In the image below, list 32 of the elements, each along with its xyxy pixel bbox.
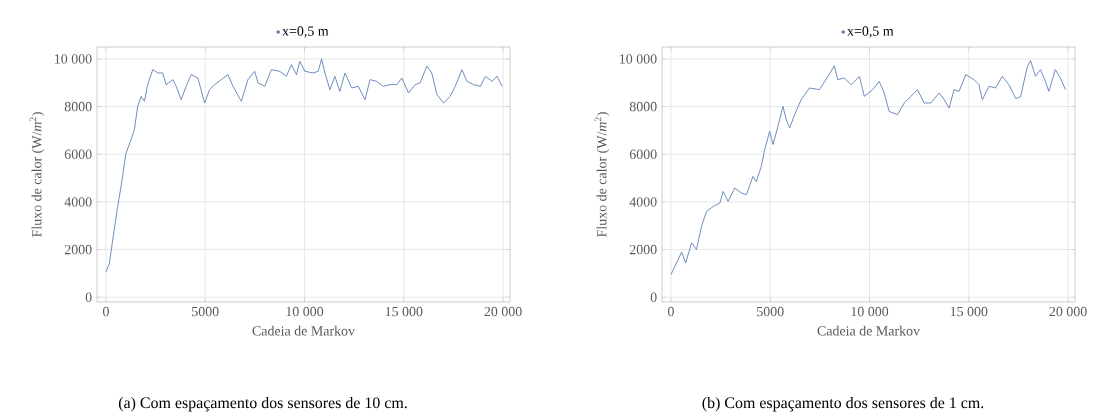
x-tick-label: 10 000 bbox=[286, 306, 324, 317]
x-tick-label: 5000 bbox=[757, 306, 784, 317]
y-tick-label: 6000 bbox=[64, 149, 92, 159]
x-tick-label: 20 000 bbox=[484, 306, 522, 317]
y-tick-label: 6000 bbox=[629, 149, 657, 159]
y-tick-label: 4000 bbox=[629, 197, 657, 207]
y-axis-title: Fluxo de calor (W/m$^{2}$) bbox=[29, 112, 45, 238]
legend-label: x=0,5 m bbox=[847, 26, 894, 38]
line-series bbox=[105, 58, 503, 273]
y-tick-label: 4000 bbox=[64, 197, 92, 207]
line-series bbox=[670, 60, 1066, 276]
x-tick-label: 15 000 bbox=[385, 306, 423, 317]
x-tick-label: 0 bbox=[667, 306, 674, 317]
y-tick-label: 2000 bbox=[64, 244, 92, 255]
x-tick-label: 5000 bbox=[192, 306, 219, 317]
x-axis-title: Cadeia de Markov bbox=[817, 325, 921, 336]
y-tick-label: 10 000 bbox=[620, 54, 657, 64]
y-tick-label: 10 000 bbox=[55, 54, 92, 64]
x-tick-label: 20 000 bbox=[1049, 306, 1087, 317]
y-axis-title: Fluxo de calor (W/m$^{2}$) bbox=[594, 112, 610, 238]
text: (a) Com espaçamento dos sensores de 10 cm. bbox=[118, 396, 407, 412]
x-tick-label: 10 000 bbox=[851, 306, 889, 317]
text: (b) Com espaçamento dos sensores de 1 cm. bbox=[702, 396, 984, 412]
legend-label: x=0,5 m bbox=[282, 26, 329, 38]
y-tick-label: 0 bbox=[650, 292, 657, 302]
y-tick-label: 8000 bbox=[629, 101, 657, 112]
x-tick-label: 15 000 bbox=[950, 306, 988, 317]
x-axis-title: Cadeia de Markov bbox=[252, 325, 356, 336]
x-tick-label: 0 bbox=[102, 306, 109, 317]
y-tick-label: 2000 bbox=[629, 244, 657, 255]
y-tick-label: 8000 bbox=[64, 101, 92, 112]
y-tick-label: 0 bbox=[85, 292, 92, 302]
